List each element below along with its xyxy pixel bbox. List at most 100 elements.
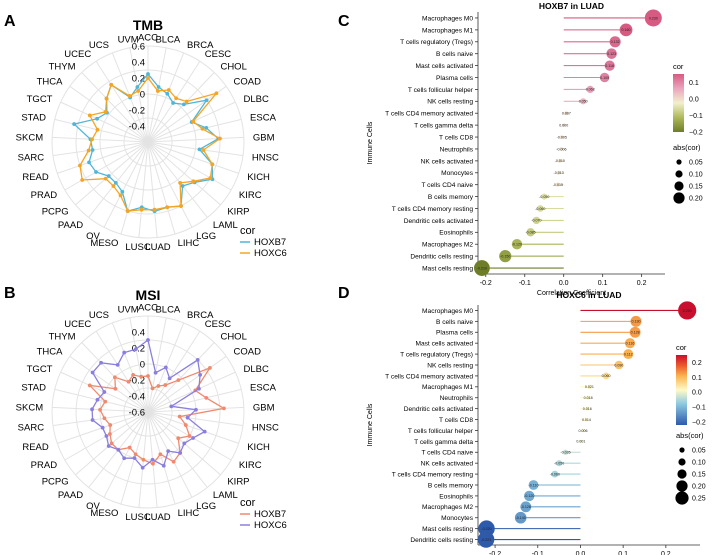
x-axis-title: Correlation Coefficient [537,290,606,297]
axis-label-uvm: UVM [118,34,139,45]
value-label: 0.160 [622,28,631,32]
data-point-hoxc6 [153,370,158,375]
value-label: 0.014 [582,418,591,422]
data-point-hoxc6 [90,418,95,422]
data-point-hoxc6 [104,434,109,438]
grid-spoke [95,60,149,143]
category-label: NK cells activated [421,158,474,165]
radial-tick-label: -0.4 [129,392,145,403]
value-label: 0.021 [585,385,594,389]
legend-title: cor [240,497,256,509]
value-label: 0.130 [631,320,640,324]
grid-spoke [147,141,239,174]
grid-spoke [64,141,149,191]
value-label: -0.220 [481,527,491,531]
colorbar [676,355,687,425]
value-label: 0.118 [605,64,614,68]
data-point-hoxc6 [125,209,130,213]
axis-label-hnsc: HNSC [252,422,279,433]
panel-label-a: A [4,13,16,30]
category-label: Macrophages M1 [422,27,473,34]
grid-spoke [147,141,244,157]
value-label: 0.132 [611,40,620,44]
x-tick-label: 0.0 [559,280,569,287]
axis-label-ucs: UCS [89,40,109,51]
lollipop-dot [556,460,563,467]
lollipop-dot [528,480,539,490]
lollipop-dot [514,511,527,524]
colorbar [673,74,684,132]
data-point-hoxc6 [140,465,145,470]
data-point-hoxc6 [202,429,207,434]
axis-label-luad: LUAD [145,242,170,253]
x-tick-label: -0.1 [519,280,531,287]
value-label: 0.018 [584,396,593,400]
axis-label-sarc: SARC [18,422,45,433]
data-point-hoxc6 [146,76,150,80]
data-point-hoxb7 [113,180,118,185]
size-legend-label: 0.20 [692,484,706,491]
data-point-hoxc6 [201,148,206,152]
category-label: Monocytes [441,170,474,177]
axis-label-blca: BLCA [155,304,180,315]
lollipop-chart-hoxb7: HOXB7 in LUAD -0.2 -0.1 0.0 0.1 0.2 Correlatio… [367,1,703,297]
axis-label-ucec: UCEC [64,49,91,60]
category-label: Eosinophils [439,230,473,237]
axis-label-skcm: SKCM [16,403,44,414]
lollipop-dot [524,490,535,502]
chart-title: HOXB7 in LUAD [539,1,604,11]
value-label: -0.140 [516,516,526,520]
data-point-hoxc6 [102,390,107,394]
data-point-hoxb7 [141,457,146,462]
lollipop-dot [551,470,559,478]
lollipop-dot [584,417,589,422]
chart-title: HOXC6 in LUAD [556,290,621,300]
data-point-hoxc6 [99,360,103,365]
data-point-hoxb7 [222,406,226,411]
colorbar-title: cor [676,343,687,352]
category-label: Plasma cells [436,75,474,82]
chart-title: TMB [133,17,163,33]
data-point-hoxc6 [198,372,203,377]
category-label: Macrophages M2 [422,242,473,249]
category-label: T cells CD4 memory resting [392,471,474,478]
lollipop-dot [623,349,634,360]
grid-spoke [54,388,149,413]
axis-label-acc: ACC [138,33,158,44]
value-label: 0.230 [649,16,658,20]
category-label: NK cells resting [427,99,473,106]
data-point-hoxc6 [210,162,215,167]
lollipop-dot [602,372,610,380]
data-point-hoxc6 [87,113,92,118]
data-point-hoxb7 [95,116,99,121]
lollipop-dot [532,216,541,225]
axis-label-dlbc: DLBC [244,94,269,105]
x-tick-label: -0.2 [489,551,501,555]
axis-label-sarc: SARC [18,152,45,163]
size-legend-label: 0.20 [689,196,703,203]
value-label: 0.105 [600,76,609,80]
axis-label-hnsc: HNSC [252,152,279,163]
category-label: Mast cells resting [422,526,473,533]
data-point-hoxc6 [167,376,172,381]
size-legend-dot [678,458,686,466]
category-label: Macrophages M1 [422,384,473,391]
lollipop-dot [562,449,569,455]
data-point-hoxc6 [100,425,105,430]
category-label: T cells CD4 naive [421,450,473,457]
grid-spoke [52,141,149,157]
lollipop-dot [644,9,662,27]
data-point-hoxc6 [208,176,213,180]
category-label: T cells CD8 [439,134,473,141]
data-point-hoxc6 [132,456,137,460]
colorbar-tick-label: −0.1 [692,405,706,412]
category-label: B cells memory [428,194,474,201]
axis-label-coad: COAD [234,347,262,358]
data-point-hoxb7 [108,423,113,427]
data-point-hoxb7 [150,386,155,391]
axis-label-paad: PAAD [58,490,83,501]
data-point-hoxc6 [104,96,109,101]
grid-spoke [52,136,149,143]
x-tick-label: 0.1 [598,280,608,287]
